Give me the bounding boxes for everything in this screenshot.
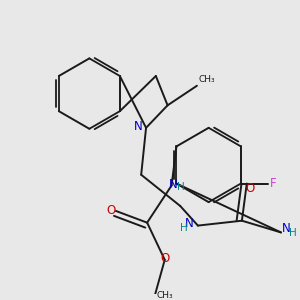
Text: H: H <box>180 223 188 233</box>
Text: N: N <box>134 120 143 133</box>
Text: N: N <box>282 222 291 236</box>
Text: F: F <box>270 177 276 190</box>
Text: H: H <box>289 228 297 238</box>
Text: N: N <box>185 217 194 230</box>
Text: N: N <box>169 178 177 190</box>
Text: O: O <box>160 252 170 265</box>
Text: CH₃: CH₃ <box>156 290 173 299</box>
Text: O: O <box>246 182 255 195</box>
Text: CH₃: CH₃ <box>198 75 215 84</box>
Text: O: O <box>106 204 115 218</box>
Text: H: H <box>176 182 184 192</box>
